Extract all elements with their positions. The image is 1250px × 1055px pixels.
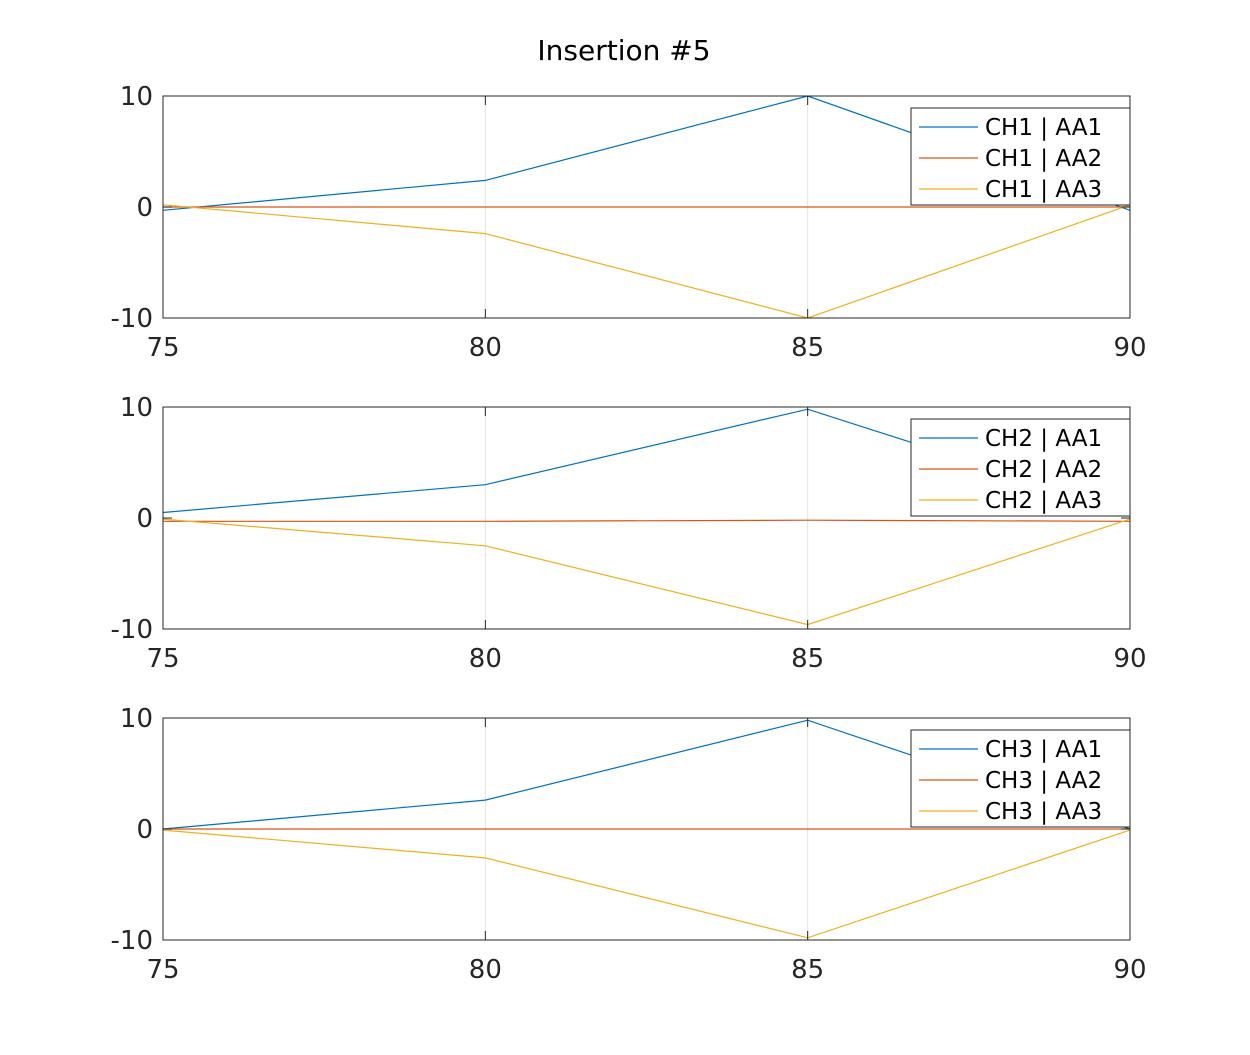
y-tick-label: 10 <box>120 704 153 734</box>
x-tick-label: 85 <box>791 955 824 985</box>
x-tick-label: 80 <box>469 644 502 674</box>
y-tick-label: 0 <box>136 193 153 223</box>
legend-entry-label: CH3 | AA1 <box>985 737 1102 763</box>
x-tick-label: 85 <box>791 644 824 674</box>
legend: CH1 | AA1 CH1 | AA2 CH1 | AA3 <box>910 107 1131 206</box>
legend: CH3 | AA1 CH3 | AA2 CH3 | AA3 <box>910 729 1131 828</box>
series-line-3 <box>162 829 1131 939</box>
y-tick-label: 0 <box>136 504 153 534</box>
series-line-3 <box>162 518 1131 626</box>
legend-entry-label: CH2 | AA1 <box>985 426 1102 452</box>
series-line-3 <box>162 204 1131 319</box>
legend-entry-label: CH1 | AA3 <box>985 177 1102 203</box>
figure-title: Insertion #5 <box>537 34 710 67</box>
x-tick-label: 75 <box>146 955 179 985</box>
legend-entry-label: CH3 | AA3 <box>985 799 1102 825</box>
legend-entry-label: CH2 | AA3 <box>985 488 1102 514</box>
series-line-2 <box>163 519 1131 522</box>
legend: CH2 | AA1 CH2 | AA2 CH2 | AA3 <box>910 418 1131 517</box>
x-tick-label: 85 <box>791 333 824 363</box>
x-tick-label: 80 <box>469 955 502 985</box>
y-tick-label: 10 <box>120 82 153 112</box>
x-tick-label: 90 <box>1113 955 1146 985</box>
x-tick-label: 90 <box>1113 333 1146 363</box>
y-tick-label: -10 <box>111 304 153 334</box>
y-tick-label: 10 <box>120 393 153 423</box>
y-tick-label: -10 <box>111 615 153 645</box>
y-tick-label: -10 <box>111 926 153 956</box>
legend-entry-label: CH1 | AA2 <box>985 146 1102 172</box>
legend-entry-label: CH2 | AA2 <box>985 457 1102 483</box>
y-tick-label: 0 <box>136 815 153 845</box>
legend-entry-label: CH3 | AA2 <box>985 768 1102 794</box>
x-tick-label: 90 <box>1113 644 1146 674</box>
x-tick-label: 75 <box>146 644 179 674</box>
legend-entry-label: CH1 | AA1 <box>985 115 1102 141</box>
x-tick-label: 75 <box>146 333 179 363</box>
x-tick-label: 80 <box>469 333 502 363</box>
